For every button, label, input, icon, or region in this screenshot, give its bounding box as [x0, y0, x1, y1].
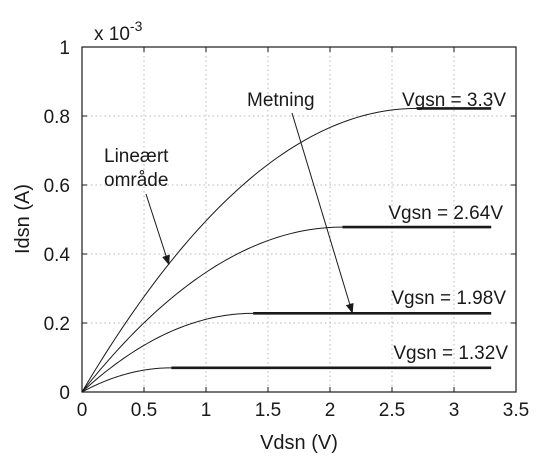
- grid: [82, 47, 516, 392]
- x-tick-label: 3: [449, 400, 460, 421]
- series-label-2-64v: Vgsn = 2.64V: [388, 203, 503, 224]
- arrow-linear-region: [145, 193, 170, 266]
- series-curve-2: [81, 312, 254, 393]
- y-multiplier-exponent: -3: [130, 18, 143, 34]
- x-axis-label: Vdsn (V): [260, 432, 338, 454]
- x-tick-label: 3.5: [503, 400, 529, 421]
- annotation-linear-line1: Lineært: [104, 146, 169, 167]
- series-curve-1: [81, 226, 343, 393]
- x-tick-label: 2: [325, 400, 336, 421]
- series-curve-3: [81, 367, 172, 393]
- y-tick-label: 0: [59, 383, 70, 404]
- annotation-linear-line2: område: [104, 170, 168, 191]
- x-tick-label: 0.5: [131, 400, 157, 421]
- y-axis-label: Idsn (A): [12, 184, 34, 254]
- y-tick-label: 0.2: [44, 314, 70, 335]
- series-label-1-98v: Vgsn = 1.98V: [391, 288, 506, 309]
- arrow-saturation: [291, 112, 354, 314]
- annotation-saturation: Metning: [247, 90, 315, 111]
- y-tick-label: 0.4: [44, 245, 71, 266]
- plot-frame: [81, 46, 517, 393]
- y-tick-label: 1: [59, 38, 70, 59]
- series-curve-0: [81, 107, 417, 393]
- x-tick-label: 0: [77, 400, 88, 421]
- series-curves: [81, 107, 492, 393]
- y-multiplier: x 10-3: [94, 18, 143, 45]
- x-tick-label: 1: [201, 400, 212, 421]
- series-label-3-3v: Vgsn = 3.3V: [402, 90, 506, 111]
- y-multiplier-base: x 10: [94, 24, 130, 45]
- y-tick-label: 0.6: [44, 176, 70, 197]
- y-tick-label: 0.8: [44, 107, 70, 128]
- axis-ticks: 0 0.5 1 1.5 2 2.5 3 3.5 0 0.2 0.4 0.6 0.8 1: [44, 38, 530, 421]
- x-tick-label: 2.5: [379, 400, 405, 421]
- x-tick-label: 1.5: [255, 400, 281, 421]
- series-label-1-32v: Vgsn = 1.32V: [393, 343, 508, 364]
